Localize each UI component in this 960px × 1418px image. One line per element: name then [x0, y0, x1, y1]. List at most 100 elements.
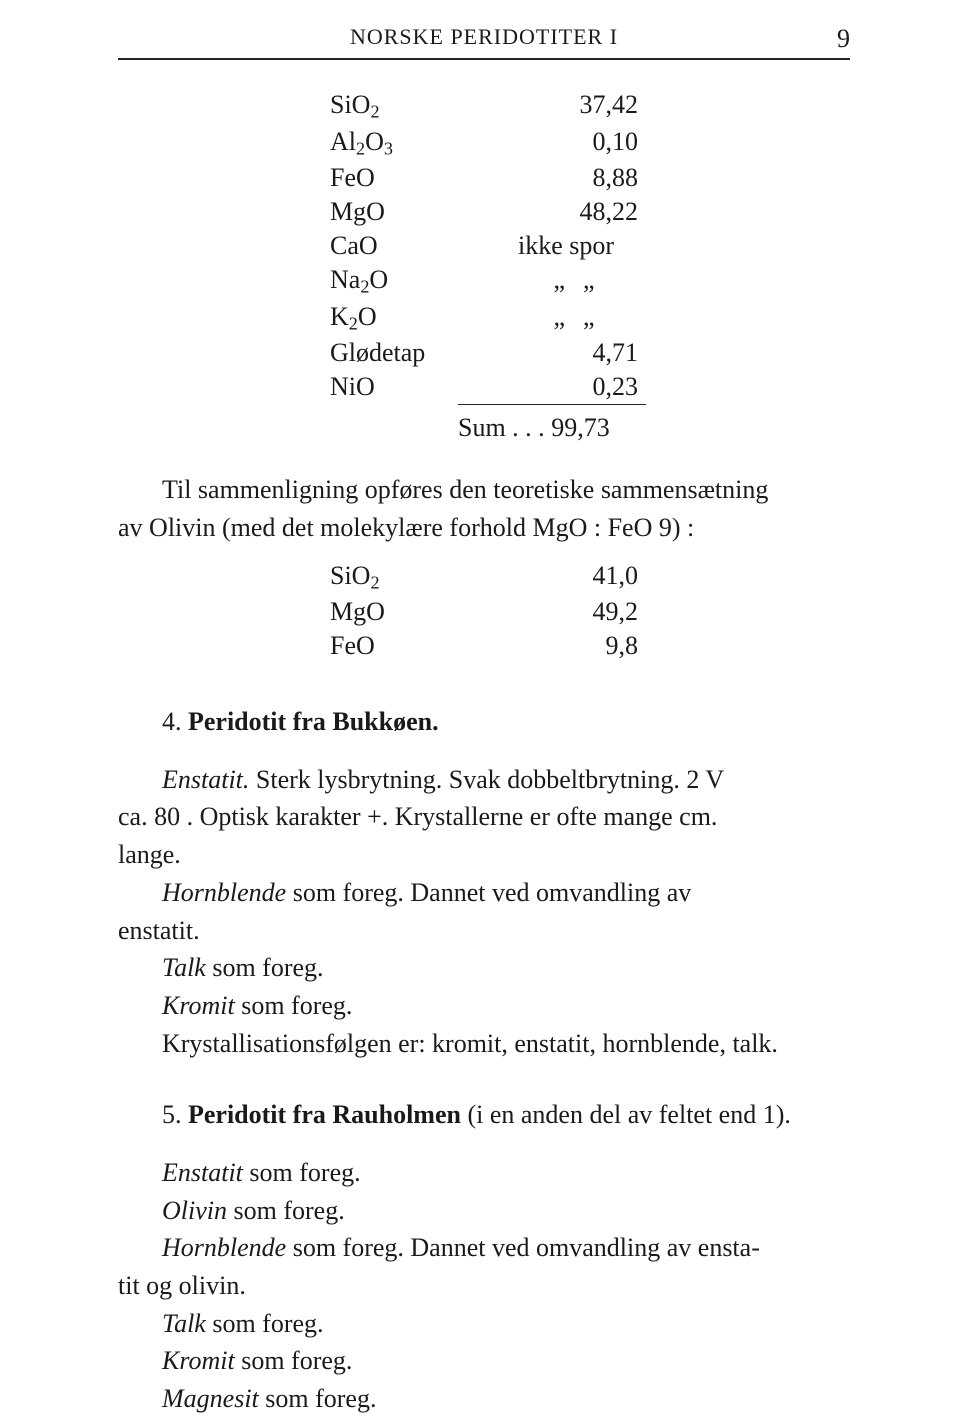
mineral-name: Hornblende [162, 1233, 286, 1262]
dots-cell [458, 195, 510, 229]
table-row: SiO2 37,42 [322, 88, 646, 125]
body-line: Hornblende som foreg. Dannet ved omvandl… [118, 874, 850, 912]
body-line: Olivin som foreg. [118, 1192, 850, 1230]
table-row: Na2O „„ [322, 263, 646, 300]
dots-cell [458, 629, 510, 663]
section-5-heading: 5. Peridotit fra Rauholmen (i en anden d… [118, 1096, 850, 1134]
body-line: Kromit som foreg. [118, 1342, 850, 1380]
value-cell: ikke spor [510, 229, 646, 263]
text: enstatit. [118, 916, 200, 945]
value-cell: 0,10 [510, 125, 646, 162]
text: lange. [118, 840, 181, 869]
running-head: NORSKE PERIDOTITER I 9 [118, 24, 850, 56]
value-cell: 8,88 [510, 161, 646, 195]
section-title-tail: (i en anden del av feltet end 1). [461, 1100, 791, 1129]
value-cell: 4,71 [510, 336, 646, 370]
body-line: enstatit. [118, 912, 850, 950]
text: som foreg. [259, 1384, 377, 1413]
value-cell: 49,2 [510, 595, 646, 629]
text: som foreg. Dannet ved omvandling av [286, 878, 691, 907]
body-line: ca. 80 . Optisk karakter +. Krystallerne… [118, 798, 850, 836]
dots-cell [458, 595, 510, 629]
body-line: Enstatit. Sterk lysbrytning. Svak dobbel… [118, 761, 850, 799]
formula-cell: SiO2 [322, 88, 458, 125]
mineral-name: Kromit [162, 1346, 235, 1375]
sum-label: Sum . . . [458, 413, 545, 442]
paragraph-comparison: Til sammenligning opføres den teoretiske… [118, 471, 850, 546]
body-line: tit og olivin. [118, 1267, 850, 1305]
mineral-name: Magnesit [162, 1384, 259, 1413]
mineral-name: Olivin [162, 1196, 227, 1225]
formula-cell: MgO [322, 595, 458, 629]
value-cell: „„ [510, 263, 646, 300]
dots-cell [458, 263, 510, 300]
dots-cell [458, 125, 510, 162]
para-line: 9) : [659, 513, 694, 542]
table-row: FeO 8,88 [322, 161, 646, 195]
value-cell: 9,8 [510, 629, 646, 663]
text: tit og olivin. [118, 1271, 246, 1300]
formula-cell: K2O [322, 300, 458, 337]
section-4-heading: 4. Peridotit fra Bukkøen. [118, 703, 850, 741]
mineral-name: Enstatit [162, 1158, 243, 1187]
text: som foreg. [206, 953, 324, 982]
formula-cell: NiO [322, 370, 458, 405]
formula-cell: FeO [322, 161, 458, 195]
body-line: Talk som foreg. [118, 949, 850, 987]
dots-cell [458, 229, 510, 263]
table-row: NiO 0,23 [322, 370, 646, 405]
value-cell: 37,42 [510, 88, 646, 125]
page-number: 9 [837, 24, 850, 54]
text: som foreg. [235, 1346, 353, 1375]
running-title: NORSKE PERIDOTITER I [118, 24, 850, 50]
formula-cell: SiO2 [322, 559, 458, 596]
mineral-name: Hornblende [162, 878, 286, 907]
body-line: Hornblende som foreg. Dannet ved omvandl… [118, 1229, 850, 1267]
table-sum-row: Sum . . . 99,73 [322, 405, 646, 446]
value-cell: „„ [510, 300, 646, 337]
formula-cell: MgO [322, 195, 458, 229]
text: som foreg. [227, 1196, 345, 1225]
head-rule [118, 58, 850, 60]
table-row: MgO 48,22 [322, 195, 646, 229]
section-title: Peridotit fra Bukkøen. [188, 707, 439, 736]
section-number: 4. [162, 707, 188, 736]
section-title: Peridotit fra Rauholmen [188, 1100, 461, 1129]
page: NORSKE PERIDOTITER I 9 SiO2 37,42 Al2O3 0,1… [0, 0, 960, 1387]
dots-cell [458, 300, 510, 337]
formula-cell: Al2O3 [322, 125, 458, 162]
table-row: MgO 49,2 [322, 595, 646, 629]
table-row: Al2O3 0,10 [322, 125, 646, 162]
mineral-name: Kromit [162, 991, 235, 1020]
table-row: FeO9,8 [322, 629, 646, 663]
text: Sterk lysbrytning. Svak dobbeltbrytning.… [249, 765, 724, 794]
formula-cell: Na2O [322, 263, 458, 300]
sum-value: 99,73 [551, 413, 610, 442]
table-row: K2O „„ [322, 300, 646, 337]
section-number: 5. [162, 1100, 188, 1129]
table-row: SiO2 41,0 [322, 559, 646, 596]
value-cell: 48,22 [510, 195, 646, 229]
dots-cell [458, 336, 510, 370]
text: som foreg. [235, 991, 353, 1020]
text: ca. 80 . Optisk karakter +. Krystallerne… [118, 802, 717, 831]
para-line: Til sammenligning opføres den teoretiske… [162, 475, 768, 504]
composition-table-1: SiO2 37,42 Al2O3 0,10 FeO 8,88 MgO 48,22 CaO ikke… [322, 88, 646, 445]
value-cell: 0,23 [510, 370, 646, 405]
table-row: Glødetap 4,71 [322, 336, 646, 370]
text: Krystallisationsfølgen er: kromit, ensta… [162, 1029, 778, 1058]
value-cell: 41,0 [510, 559, 646, 596]
body-line: Krystallisationsfølgen er: kromit, ensta… [118, 1025, 850, 1063]
body-line: Magnesit som foreg. [118, 1380, 850, 1418]
text: som foreg. [206, 1309, 324, 1338]
dots-cell [458, 88, 510, 125]
composition-table-2: SiO2 41,0 MgO 49,2FeO9,8 [322, 559, 646, 664]
body-line: Talk som foreg. [118, 1305, 850, 1343]
body-line: lange. [118, 836, 850, 874]
formula-cell: Glødetap [322, 336, 458, 370]
mineral-name: Talk [162, 953, 206, 982]
table-row: CaO ikke spor [322, 229, 646, 263]
dots-cell [458, 370, 510, 405]
formula-cell: CaO [322, 229, 458, 263]
text: som foreg. [243, 1158, 361, 1187]
